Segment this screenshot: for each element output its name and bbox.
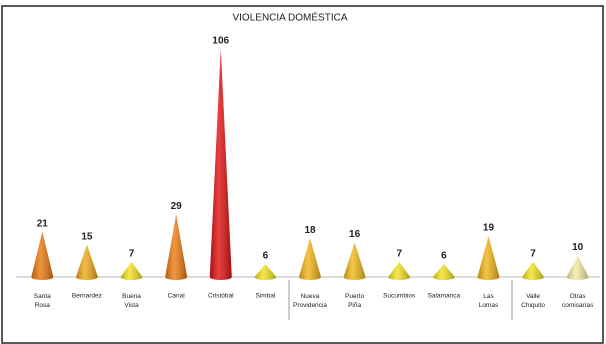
x-tick-label: Puerto Piña xyxy=(345,293,365,309)
cone-shade xyxy=(343,242,366,280)
value-label: 18 xyxy=(304,225,316,236)
value-label: 15 xyxy=(81,231,93,242)
cone-shade xyxy=(31,231,54,280)
value-label: 6 xyxy=(263,251,269,262)
cone-shade xyxy=(75,244,98,280)
cone-shade xyxy=(566,255,589,280)
value-label: 10 xyxy=(572,242,584,253)
cone-shade xyxy=(522,261,545,280)
value-label: 7 xyxy=(530,249,536,260)
chart-frame xyxy=(1,5,604,344)
chart-title: VIOLENCIA DOMÉSTICA xyxy=(232,11,347,24)
x-tick-label: Bernardez xyxy=(72,293,102,300)
x-tick-label: Valle Chiquito xyxy=(521,293,545,309)
x-tick-label: Nueva Providencia xyxy=(293,293,327,309)
value-label: 19 xyxy=(483,223,495,234)
x-tick-label: Sucumbios xyxy=(383,293,416,300)
cone-shade xyxy=(388,261,411,280)
value-label: 29 xyxy=(171,201,183,212)
cone-shade xyxy=(432,264,455,280)
cone-shade xyxy=(254,264,277,280)
value-label: 6 xyxy=(441,251,447,262)
value-label: 16 xyxy=(349,229,361,240)
x-tick-label: Las Lomas xyxy=(479,293,499,309)
x-tick-label: Salamanca xyxy=(428,293,461,300)
x-tick-label: Buena Vista xyxy=(122,293,141,309)
x-tick-label: Simbal xyxy=(255,293,275,300)
cone-shade xyxy=(299,238,321,280)
x-tick-label: Cristóbal xyxy=(208,293,234,300)
value-label: 106 xyxy=(212,35,229,46)
cone-shade xyxy=(209,48,232,281)
cone-shade xyxy=(120,261,143,280)
cone-shade xyxy=(165,214,188,280)
value-label: 7 xyxy=(396,249,402,260)
cone-shade xyxy=(477,236,500,280)
value-label: 21 xyxy=(37,218,49,229)
value-label: 7 xyxy=(129,249,135,260)
x-tick-label: Otras comisarías xyxy=(562,293,594,309)
x-tick-label: Santa Rosa xyxy=(34,293,51,309)
x-tick-label: Canal xyxy=(168,293,186,300)
